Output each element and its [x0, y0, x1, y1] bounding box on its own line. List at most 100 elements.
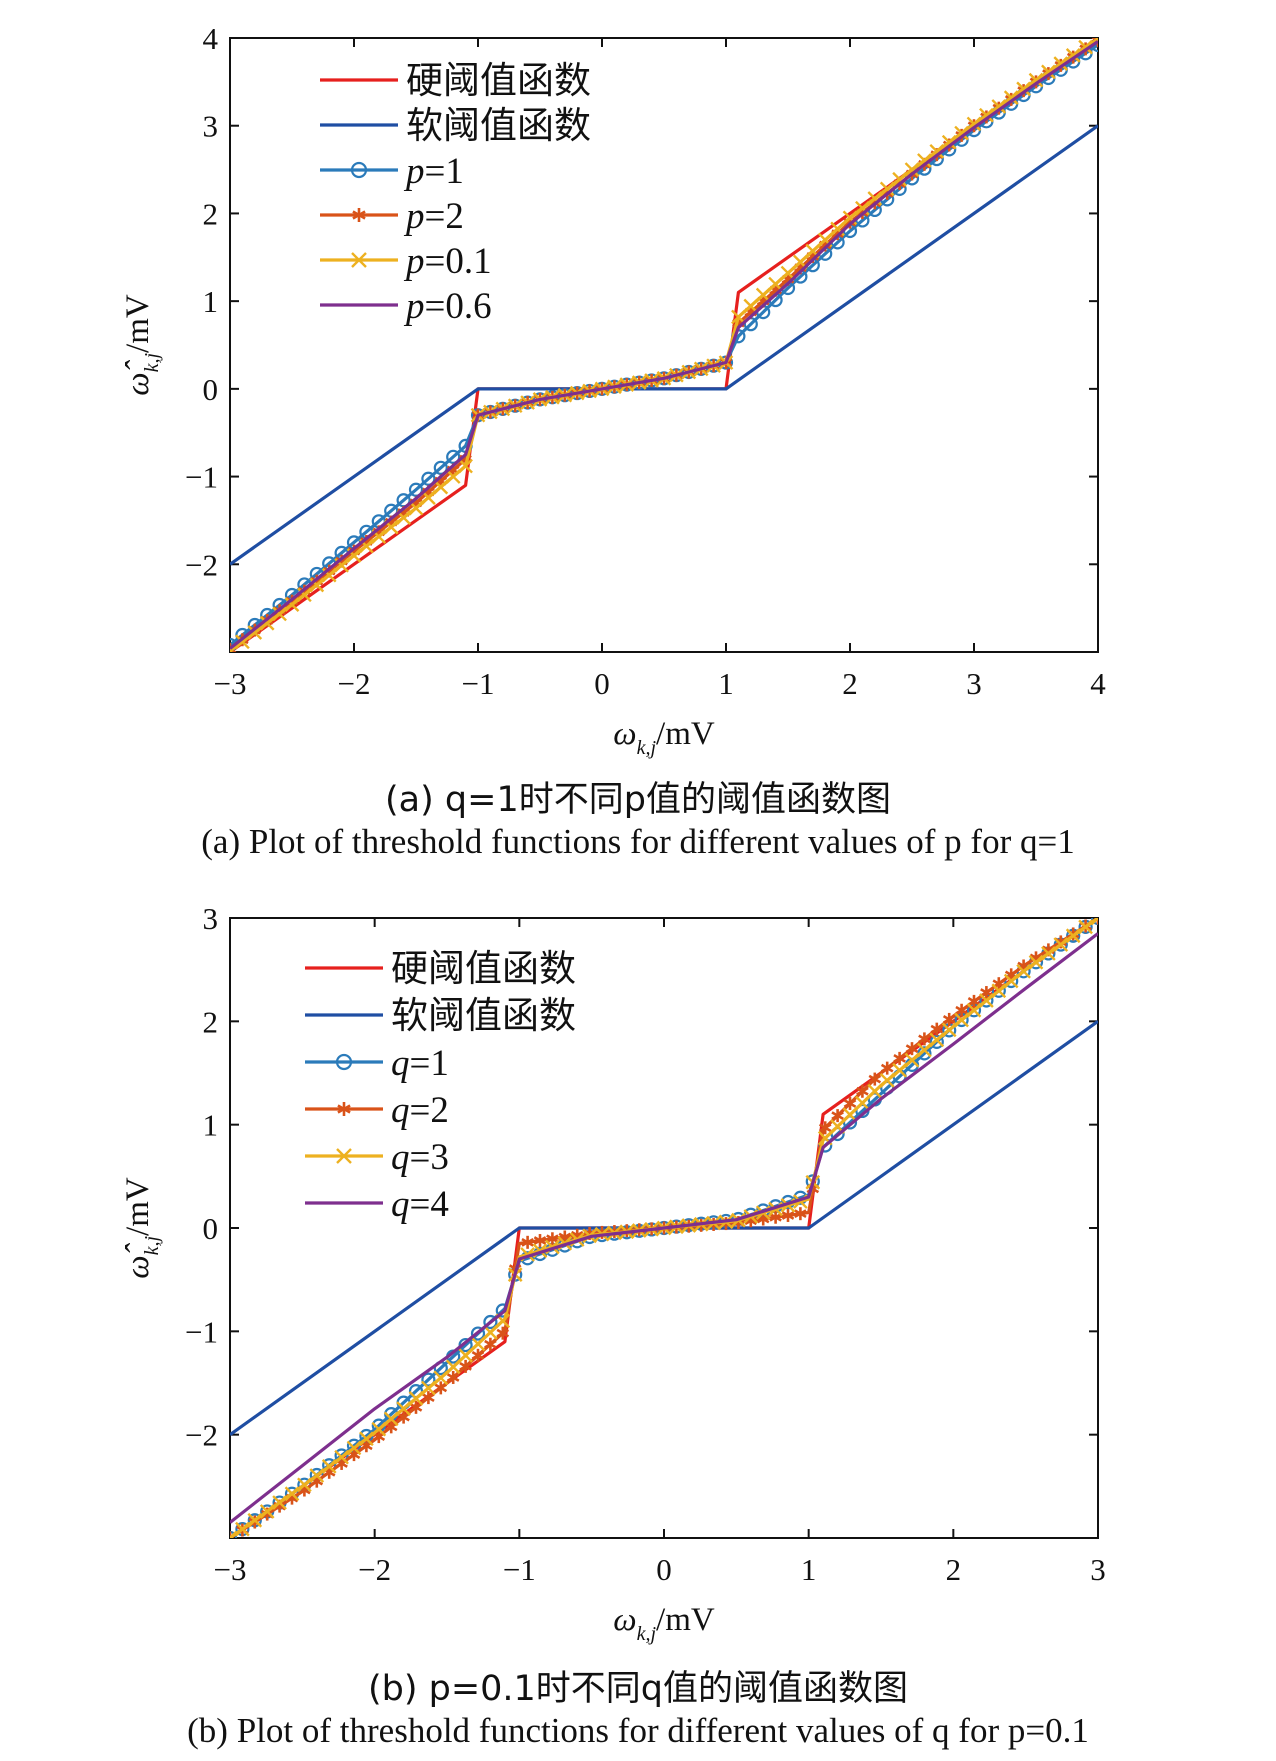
- data-point-circle: [470, 1326, 486, 1341]
- data-point-asterisk: [918, 1032, 931, 1046]
- legend-label: p=1: [403, 151, 464, 192]
- data-point-asterisk: [521, 1235, 534, 1249]
- data-point-x: [309, 1468, 325, 1483]
- data-point-asterisk: [930, 1022, 944, 1036]
- caption-a-en: (a) Plot of threshold functions for diff…: [201, 822, 1075, 861]
- data-point-x: [297, 1477, 312, 1493]
- legend-item: q=2: [305, 1090, 449, 1131]
- data-point-x: [458, 458, 473, 474]
- legend-item: p=0.6: [320, 286, 492, 327]
- data-point-x: [383, 1411, 399, 1427]
- data-point-x: [1016, 963, 1031, 979]
- legend-item: q=4: [305, 1184, 449, 1225]
- data-point-circle: [483, 1314, 498, 1330]
- data-point-circle: [350, 161, 368, 179]
- y-axis-label: ω̂k,j/mV: [120, 294, 163, 396]
- x-tick-label: 3: [966, 666, 982, 701]
- series-6: [230, 932, 1098, 1524]
- data-point-x: [433, 479, 449, 495]
- data-point-circle: [929, 1034, 944, 1049]
- x-tick-label: 1: [718, 666, 734, 701]
- data-point-x: [1016, 81, 1031, 97]
- data-point-x: [879, 181, 895, 197]
- data-point-x: [731, 309, 746, 325]
- y-tick-label: 3: [203, 901, 219, 936]
- series-line: [230, 40, 1098, 650]
- data-point-circle: [408, 482, 424, 497]
- data-point-circle: [446, 449, 461, 464]
- legend-label: p=0.6: [403, 286, 492, 327]
- data-point-x: [346, 1440, 362, 1456]
- data-point-asterisk: [434, 1381, 448, 1395]
- x-axis-label: ωk,j/mV: [613, 1602, 715, 1645]
- caption-b-cn: (b) p=0.1时不同q值的阈值函数图: [367, 1669, 909, 1709]
- legend-item: p=0.1: [320, 241, 492, 282]
- data-point-x: [768, 276, 783, 292]
- data-point-asterisk: [893, 1051, 906, 1065]
- data-point-x: [755, 287, 771, 303]
- data-point-x: [445, 469, 461, 484]
- series-line: [230, 124, 1098, 566]
- data-point-x: [991, 983, 1007, 999]
- legend-item: p=2: [320, 196, 464, 237]
- legend-label: 硬阈值函数: [391, 947, 576, 990]
- y-tick-label: 3: [203, 109, 219, 144]
- legend-label: 软阈值函数: [406, 104, 591, 147]
- legend-label: q=3: [391, 1137, 449, 1178]
- data-point-x: [941, 134, 957, 150]
- data-point-x: [867, 191, 883, 206]
- y-tick-label: 4: [203, 21, 219, 56]
- x-tick-label: −3: [214, 666, 247, 701]
- data-point-asterisk: [471, 1348, 485, 1362]
- data-point-x: [991, 99, 1007, 114]
- x-tick-label: 0: [594, 666, 610, 701]
- data-point-x: [359, 1431, 374, 1447]
- data-point-x: [1003, 973, 1019, 989]
- x-tick-label: 2: [842, 666, 858, 701]
- data-point-circle: [335, 1053, 353, 1071]
- series-6: [230, 40, 1098, 650]
- y-tick-label: 0: [203, 1211, 219, 1246]
- data-point-asterisk: [769, 1210, 782, 1224]
- data-point-x: [235, 634, 250, 650]
- y-tick-label: −2: [185, 547, 218, 582]
- data-point-x: [458, 1348, 473, 1363]
- legend-label: q=4: [391, 1184, 449, 1225]
- legend-item: p=1: [320, 151, 464, 192]
- series-line: [230, 43, 1098, 647]
- data-point-x: [966, 1002, 982, 1018]
- data-point-circle: [421, 471, 436, 486]
- data-point-x: [247, 1512, 263, 1528]
- data-point-asterisk: [446, 1370, 460, 1384]
- data-point-asterisk: [337, 1102, 351, 1116]
- data-point-x: [421, 1380, 436, 1396]
- data-point-x: [966, 116, 982, 132]
- data-point-x: [979, 107, 994, 123]
- x-tick-label: 3: [1090, 1552, 1106, 1587]
- data-point-asterisk: [384, 1420, 398, 1434]
- data-point-x: [917, 153, 932, 168]
- chart-panel-a: −3 −2 −1 0 1 2 3 4 −2 −1 0 1 2 3 4 ωk,j/mV ω̂k,j/mV 硬阈值函数…: [120, 21, 1106, 759]
- data-point-x: [321, 1459, 337, 1474]
- data-point-asterisk: [856, 1084, 869, 1098]
- legend-item: 软阈值函数: [305, 994, 576, 1037]
- legend-item: q=3: [305, 1137, 449, 1178]
- y-axis-label: ω̂k,j/mV: [120, 1177, 163, 1279]
- data-point-x: [1078, 919, 1093, 935]
- data-point-x: [235, 1521, 250, 1537]
- data-point-x: [954, 1012, 969, 1028]
- data-point-x: [917, 1042, 932, 1058]
- data-point-x: [929, 143, 945, 159]
- data-point-x: [445, 1359, 461, 1375]
- data-point-asterisk: [794, 1207, 807, 1221]
- data-point-asterisk: [533, 1234, 547, 1248]
- data-point-x: [336, 1148, 352, 1164]
- data-point-x: [259, 615, 275, 631]
- series-2: [230, 124, 1098, 566]
- x-tick-label: −1: [503, 1552, 536, 1587]
- x-tick-label: 2: [946, 1552, 962, 1587]
- data-point-asterisk: [818, 1121, 832, 1135]
- data-point-asterisk: [905, 1042, 919, 1056]
- data-point-circle: [433, 460, 448, 475]
- data-point-x: [879, 1073, 895, 1088]
